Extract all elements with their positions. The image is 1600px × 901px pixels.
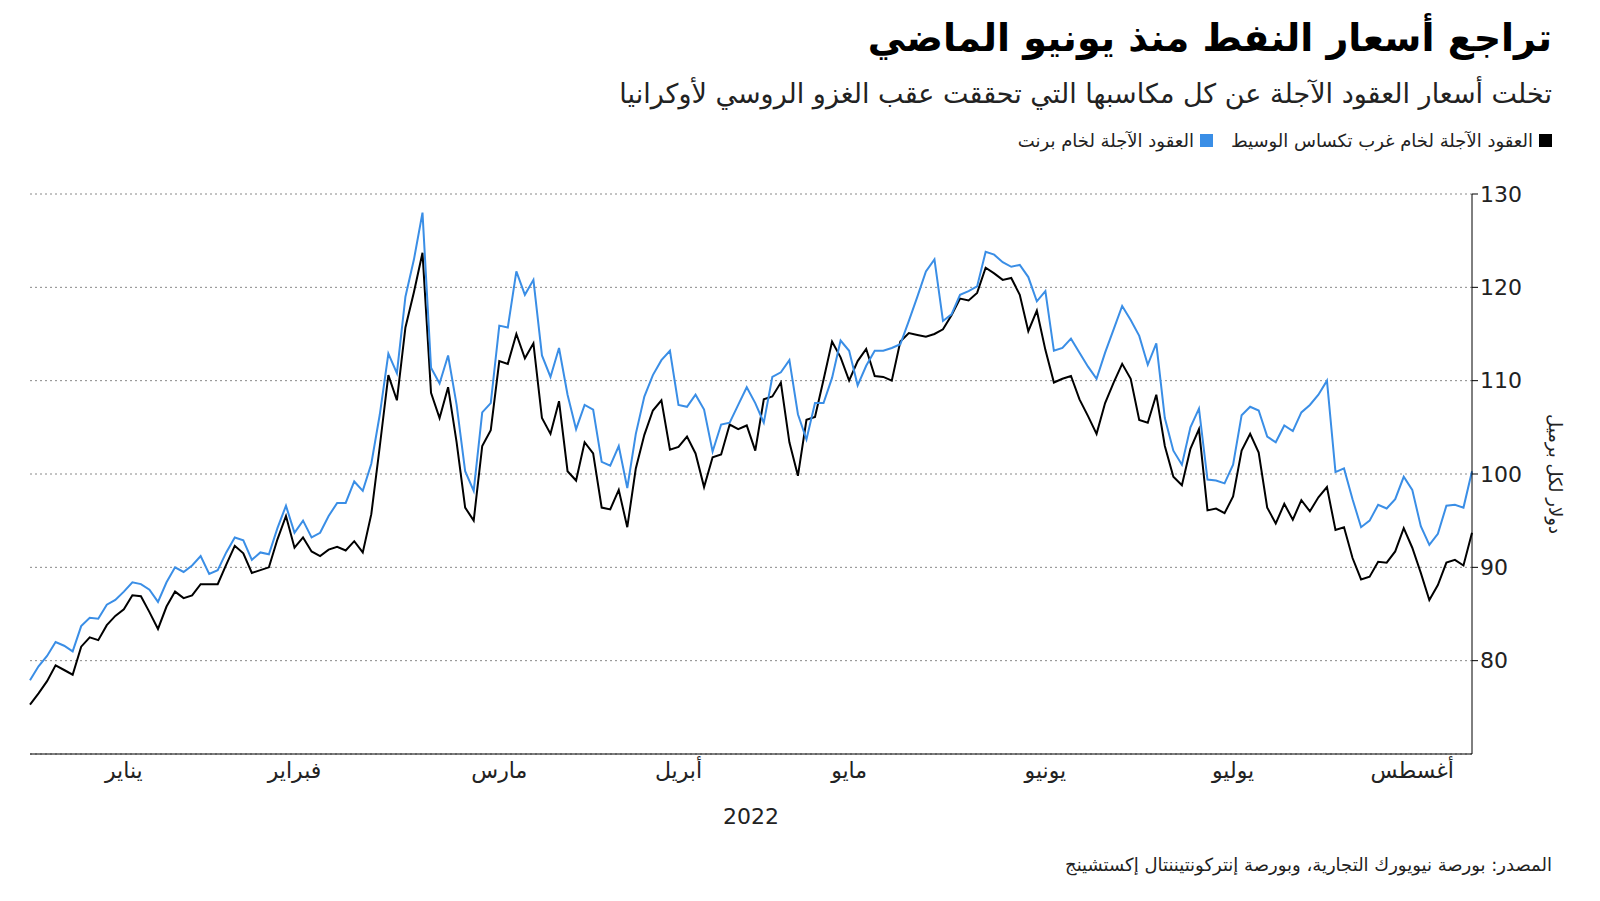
svg-text:100: 100	[1480, 462, 1522, 487]
svg-text:120: 120	[1480, 275, 1522, 300]
svg-text:مايو: مايو	[830, 758, 867, 783]
svg-text:دولار لكل برميل: دولار لكل برميل	[1544, 414, 1566, 534]
svg-text:أغسطس: أغسطس	[1371, 756, 1454, 784]
svg-text:أبريل: أبريل	[655, 756, 702, 783]
html-text:تخلت أسعار العقود الآجلة عن كل: تخلت أسعار العقود الآجلة عن كل مكاسبها ا…	[619, 78, 1552, 109]
svg-text:110: 110	[1480, 368, 1522, 393]
svg-text:90: 90	[1480, 555, 1508, 580]
svg-text:فبراير: فبراير	[267, 758, 322, 783]
svg-text:130: 130	[1480, 182, 1522, 207]
svg-text:يناير: يناير	[104, 758, 143, 783]
html-text:العقود الآجلة لخام غرب تكساس ا: العقود الآجلة لخام غرب تكساس الوسيط	[1230, 130, 1533, 151]
svg-text:مارس: مارس	[471, 758, 527, 784]
svg-text:يونيو: يونيو	[1024, 758, 1067, 783]
svg-text:يوليو: يوليو	[1211, 758, 1254, 783]
html-text:العقود الآجلة لخام برنت: العقود الآجلة لخام برنت	[1017, 130, 1194, 151]
html-text:المصدر: بورصة نيويورك التجارية: المصدر: بورصة نيويورك التجارية، وبورصة إ…	[1065, 854, 1552, 875]
svg-text:80: 80	[1480, 648, 1508, 673]
svg-text:2022: 2022	[723, 804, 779, 829]
html-text:تراجع أسعار النفط منذ يونيو ال: تراجع أسعار النفط منذ يونيو الماضي	[867, 16, 1552, 60]
